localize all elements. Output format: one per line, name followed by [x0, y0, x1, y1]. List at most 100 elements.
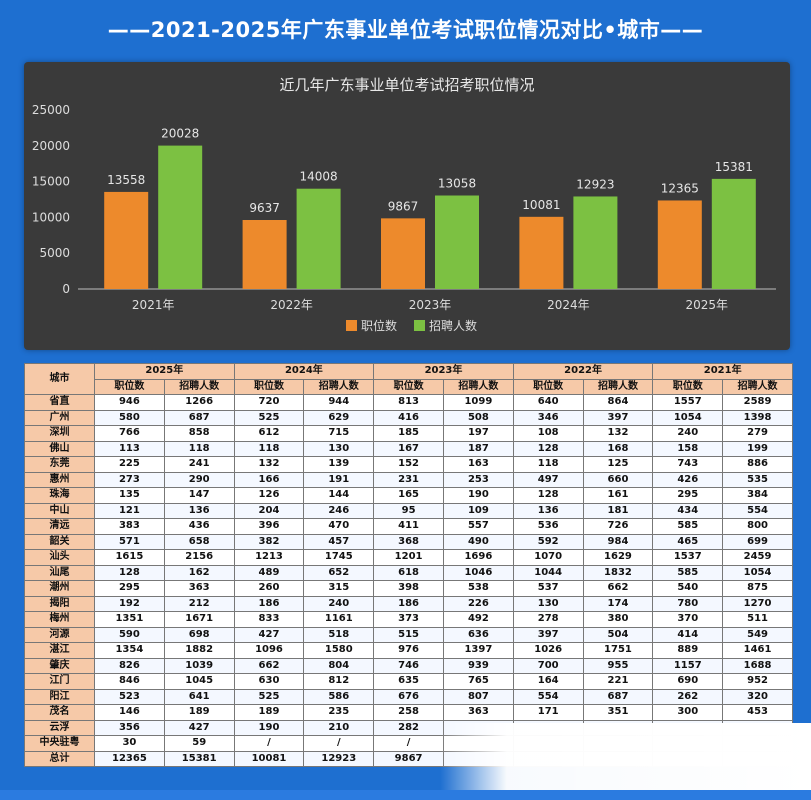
- value-cell: 1354: [94, 642, 165, 659]
- value-cell: 864: [582, 394, 654, 411]
- x-tick-label: 2021年: [132, 298, 175, 312]
- value-cell: 743: [652, 456, 724, 473]
- city-cell: 省直: [24, 394, 95, 411]
- sub-header: 职位数: [233, 378, 305, 395]
- data-label: 20028: [161, 127, 199, 141]
- table-row: 韶关 571 658 382 457 368 490 592 984 465 699: [24, 533, 793, 550]
- value-cell: 144: [303, 487, 375, 504]
- city-cell: 湛江: [24, 642, 95, 659]
- city-cell: 珠海: [24, 487, 95, 504]
- value-cell: 1213: [233, 549, 305, 566]
- value-cell: 699: [722, 533, 793, 550]
- table-row: 省直 946 1266 720 944 813 1099 640 864 1557 2589: [24, 394, 793, 411]
- city-cell: 汕头: [24, 549, 95, 566]
- value-cell: 262: [652, 688, 724, 705]
- value-cell: 186: [233, 595, 305, 612]
- value-cell: 807: [442, 688, 514, 705]
- value-cell: 457: [303, 533, 375, 550]
- value-cell: 189: [163, 704, 235, 721]
- table-row: 东莞 225 241 132 139 152 163 118 125 743 886: [24, 456, 793, 473]
- value-cell: 1157: [652, 657, 724, 674]
- value-cell: 1270: [722, 595, 793, 612]
- value-cell: 658: [163, 533, 235, 550]
- value-cell: 161: [582, 487, 654, 504]
- value-cell: 351: [582, 704, 654, 721]
- table-row: 中央驻粤 30 59// /: [24, 735, 793, 752]
- value-cell: 549: [722, 626, 793, 643]
- city-cell: 惠州: [24, 471, 95, 488]
- table-row: 汕头 1615 2156 1213 1745 1201 1696 1070 1629 1537 24…: [24, 549, 793, 566]
- value-cell: 554: [512, 688, 584, 705]
- value-cell: 470: [303, 518, 375, 535]
- value-cell: 139: [303, 456, 375, 473]
- value-cell: 132: [582, 425, 654, 442]
- data-label: 14008: [300, 170, 338, 184]
- value-cell: 186: [373, 595, 444, 612]
- value-cell: 537: [512, 580, 584, 597]
- value-cell: 416: [373, 409, 444, 426]
- value-cell: 2459: [722, 549, 793, 566]
- data-table: 城市 2025年 2024年 2023年 2022年 2021年 职位数 招聘人数 职位数 招聘人…: [24, 363, 793, 767]
- data-label: 15381: [715, 160, 753, 174]
- value-cell: 121: [94, 502, 165, 519]
- city-cell: 河源: [24, 626, 95, 643]
- value-cell: 397: [582, 409, 654, 426]
- value-cell: 396: [233, 518, 305, 535]
- value-cell: 260: [233, 580, 305, 597]
- header-row-years: 城市 2025年 2024年 2023年 2022年 2021年: [24, 363, 793, 395]
- value-cell: 166: [233, 471, 305, 488]
- page-title: ——2021-2025年广东事业单位考试职位情况对比•城市——: [107, 18, 704, 42]
- value-cell: 715: [303, 425, 375, 442]
- value-cell: 165: [373, 487, 444, 504]
- value-cell: 168: [582, 440, 654, 457]
- table-row: 湛江 1354 1882 1096 1580 976 1397 1026 1751 889 1461: [24, 642, 793, 659]
- value-cell: 278: [512, 611, 584, 628]
- y-tick-label: 15000: [32, 175, 70, 189]
- value-cell: 95: [373, 502, 444, 519]
- value-cell: 282: [373, 719, 444, 736]
- value-cell: 30: [94, 735, 165, 752]
- value-cell: 629: [303, 409, 375, 426]
- sub-header: 职位数: [373, 378, 444, 395]
- value-cell: 690: [652, 673, 724, 690]
- sub-header: 职位数: [512, 378, 584, 395]
- value-cell: 1696: [442, 549, 514, 566]
- city-cell: 揭阳: [24, 595, 95, 612]
- value-cell: 128: [512, 440, 584, 457]
- value-cell: /: [303, 735, 375, 752]
- value-cell: 167: [373, 440, 444, 457]
- value-cell: 273: [94, 471, 165, 488]
- value-cell: 630: [233, 673, 305, 690]
- value-cell: 585: [652, 564, 724, 581]
- y-tick-label: 25000: [32, 103, 70, 117]
- value-cell: [512, 719, 584, 736]
- value-cell: 766: [94, 425, 165, 442]
- value-cell: 726: [582, 518, 654, 535]
- value-cell: 241: [163, 456, 235, 473]
- value-cell: 212: [163, 595, 235, 612]
- value-cell: 397: [512, 626, 584, 643]
- value-cell: [722, 750, 793, 767]
- value-cell: 1201: [373, 549, 444, 566]
- legend-label: 职位数: [361, 318, 397, 333]
- legend-swatch: [414, 320, 425, 331]
- value-cell: 1615: [94, 549, 165, 566]
- value-cell: 525: [233, 409, 305, 426]
- value-cell: 246: [303, 502, 375, 519]
- value-cell: 411: [373, 518, 444, 535]
- value-cell: 453: [722, 704, 793, 721]
- city-cell: 茂名: [24, 704, 95, 721]
- sub-header: 职位数: [94, 378, 165, 395]
- value-cell: 231: [373, 471, 444, 488]
- value-cell: 592: [512, 533, 584, 550]
- value-cell: 174: [582, 595, 654, 612]
- value-cell: 886: [722, 456, 793, 473]
- year-header: 2023年: [373, 363, 514, 380]
- value-cell: 800: [722, 518, 793, 535]
- value-cell: /: [233, 735, 305, 752]
- value-cell: 398: [373, 580, 444, 597]
- value-cell: 279: [722, 425, 793, 442]
- value-cell: 636: [442, 626, 514, 643]
- value-cell: [512, 750, 584, 767]
- data-label: 9637: [249, 201, 280, 215]
